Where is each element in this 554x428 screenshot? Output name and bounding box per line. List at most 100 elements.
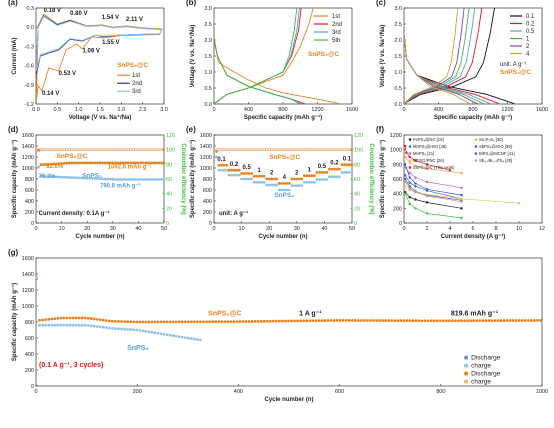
capacity-point-snps3-c bbox=[238, 320, 242, 323]
capacity-point-snps3-c bbox=[241, 320, 245, 323]
capacity-point-snps3 bbox=[123, 327, 126, 331]
legend-entry: BiPS₄@MCNF [41] bbox=[479, 151, 515, 156]
comparison-point bbox=[414, 159, 417, 162]
capacity-point-snps3-c bbox=[402, 319, 406, 323]
series-label: SnPS₃@C bbox=[500, 69, 531, 76]
capacity-point-snps3-c bbox=[59, 316, 63, 320]
capacity-point-snps3-c bbox=[274, 319, 278, 323]
capacity-point-snps3-c bbox=[47, 317, 51, 321]
capacity-point-snps3-c bbox=[343, 163, 346, 167]
capacity-point-snps3 bbox=[257, 180, 261, 184]
ce-point bbox=[39, 148, 43, 152]
x-tick-label: 400 bbox=[234, 389, 243, 395]
y-tick-label: 2.0 bbox=[204, 38, 212, 44]
ce-point bbox=[93, 148, 97, 152]
capacity-point-snps3-c bbox=[317, 171, 321, 174]
capacity-point-snps3 bbox=[177, 335, 181, 339]
capacity-point-snps3 bbox=[86, 323, 90, 327]
capacity-point-snps3-c bbox=[49, 162, 53, 166]
ce-point bbox=[343, 148, 346, 152]
capacity-point-snps3-c bbox=[372, 319, 375, 322]
capacity-point-snps3-c bbox=[268, 319, 272, 323]
capacity-point-snps3-c bbox=[272, 177, 276, 181]
ce-point bbox=[60, 148, 64, 152]
capacity-point-snps3-c bbox=[307, 174, 311, 178]
x-tick-label: 800 bbox=[436, 389, 445, 395]
ce-point bbox=[257, 148, 261, 152]
y-tick-label: 400 bbox=[393, 192, 402, 198]
ce-point bbox=[277, 148, 281, 152]
capacity-point-snps3-c bbox=[444, 319, 448, 323]
capacity-point-snps3-c bbox=[333, 167, 336, 171]
annotation: 0.14 V bbox=[42, 91, 59, 97]
capacity-point-snps3 bbox=[121, 178, 125, 181]
capacity-point-snps3-c bbox=[255, 174, 259, 178]
x-tick-label: 12 bbox=[539, 226, 545, 232]
capacity-point-snps3-c bbox=[186, 320, 190, 324]
y-tick-label: 1000 bbox=[200, 166, 212, 172]
ce-point bbox=[335, 148, 339, 152]
ce-point bbox=[330, 148, 334, 152]
capacity-point-snps3 bbox=[78, 176, 81, 180]
ce-point bbox=[90, 148, 94, 152]
capacity-point-snps3-c bbox=[517, 319, 521, 322]
capacity-point-snps3-c bbox=[138, 320, 142, 324]
capacity-point-snps3-c bbox=[120, 320, 123, 323]
cv-curve-1st bbox=[35, 13, 163, 102]
capacity-point-snps3 bbox=[135, 328, 139, 332]
capacity-point-snps3 bbox=[65, 175, 69, 179]
capacity-point-snps3-c bbox=[350, 319, 354, 322]
capacity-point-snps3-c bbox=[160, 161, 163, 165]
capacity-point-snps3 bbox=[85, 176, 89, 180]
capacity-point-snps3-c bbox=[393, 319, 397, 323]
capacity-point-snps3 bbox=[90, 177, 94, 180]
capacity-point-snps3-c bbox=[162, 320, 166, 324]
capacity-point-snps3-c bbox=[71, 316, 75, 320]
ce-point bbox=[315, 148, 319, 152]
capacity-point-snps3 bbox=[262, 180, 266, 184]
ce-point bbox=[44, 148, 48, 152]
x-tick-label: 1600 bbox=[536, 107, 548, 113]
ce-point bbox=[245, 148, 249, 152]
ce-point bbox=[247, 148, 251, 152]
comparison-point bbox=[517, 202, 521, 205]
ce-point bbox=[57, 148, 61, 152]
y-axis-label: Specific capacity (mAh g⁻¹) bbox=[189, 140, 196, 218]
panel-label: (f) bbox=[376, 125, 384, 134]
capacity-point-snps3-c bbox=[463, 319, 466, 323]
capacity-point-snps3 bbox=[186, 336, 190, 340]
capacity-point-snps3-c bbox=[502, 319, 506, 322]
capacity-point-snps3-c bbox=[526, 319, 530, 322]
capacity-point-snps3 bbox=[88, 176, 92, 180]
rate-label: 0.5 bbox=[242, 165, 251, 171]
capacity-point-snps3 bbox=[317, 178, 321, 181]
capacity-point-snps3-c bbox=[414, 319, 418, 323]
capacity-point-snps3-c bbox=[529, 319, 533, 322]
capacity-point-snps3-c bbox=[454, 319, 457, 323]
capacity-point-snps3 bbox=[297, 184, 301, 188]
capacity-point-snps3-c bbox=[141, 320, 145, 324]
capacity-point-snps3 bbox=[235, 173, 238, 177]
capacity-point-snps3-c bbox=[320, 319, 324, 323]
capacity-point-snps3 bbox=[124, 178, 127, 181]
ce-point bbox=[139, 148, 143, 152]
capacity-point-snps3-c bbox=[171, 320, 175, 324]
y2-tick-label: 80 bbox=[166, 162, 172, 168]
capacity-point-snps3-c bbox=[132, 320, 136, 324]
ce-point bbox=[292, 148, 296, 152]
comparison-point bbox=[425, 212, 429, 215]
legend-entry: charge bbox=[471, 379, 491, 386]
capacity-point-snps3-c bbox=[277, 319, 281, 323]
capacity-point-snps3-c bbox=[44, 318, 48, 322]
capacity-point-snps3 bbox=[168, 333, 172, 337]
discharge-5th bbox=[213, 39, 300, 105]
capacity-point-snps3 bbox=[160, 178, 163, 181]
capacity-point-snps3-c bbox=[344, 319, 348, 322]
rate-label: 0.2 bbox=[230, 162, 239, 168]
capacity-point-snps3-c bbox=[305, 319, 309, 323]
capacity-point-snps3 bbox=[338, 175, 341, 179]
capacity-point-snps3-c bbox=[260, 174, 264, 178]
legend-entry: Discharge bbox=[471, 371, 501, 378]
capacity-point-snps3-c bbox=[107, 319, 111, 323]
capacity-point-snps3 bbox=[55, 175, 58, 179]
